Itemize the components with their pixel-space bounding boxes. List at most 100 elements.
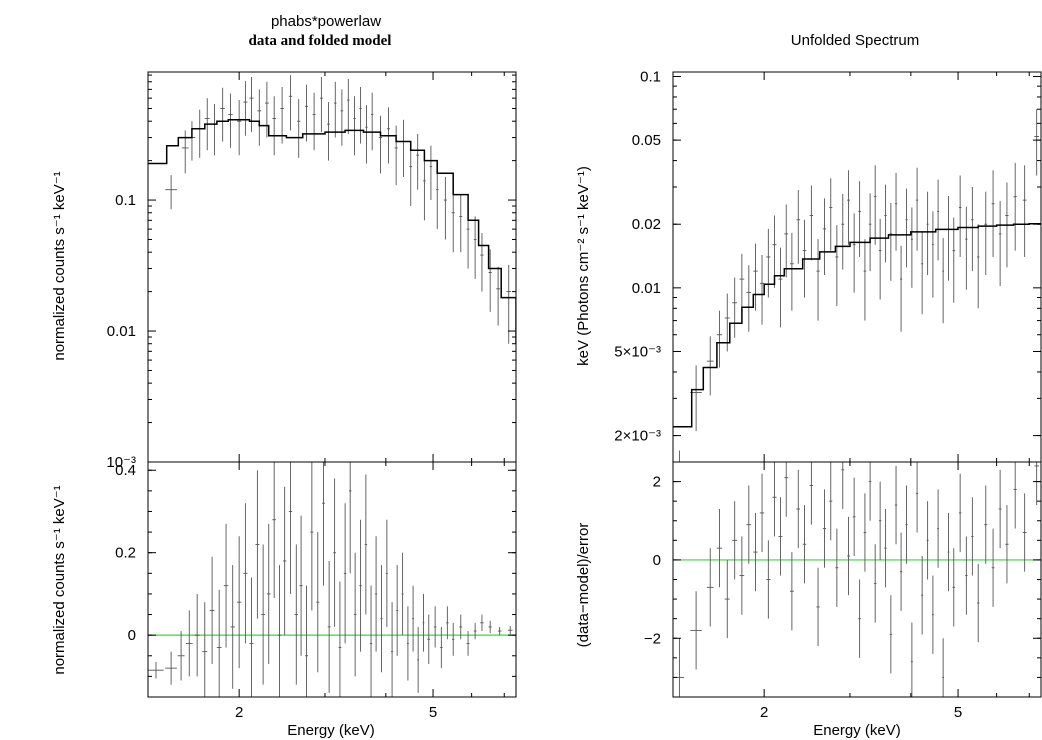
data-point [429, 145, 433, 201]
data-point [316, 532, 320, 673]
data-point [272, 96, 276, 156]
data-point [507, 626, 513, 635]
data-point [873, 165, 877, 245]
data-point [327, 102, 330, 161]
data-point [343, 503, 347, 644]
data-point [197, 109, 203, 158]
data-point [359, 519, 362, 652]
data-point [822, 198, 827, 276]
plot-area [673, 462, 1041, 697]
data-point [1034, 462, 1039, 506]
data-point [257, 89, 262, 146]
data-point [1005, 505, 1009, 584]
data-point [480, 614, 484, 632]
data-point [706, 548, 714, 627]
axes-frame [147, 71, 517, 463]
data-point [237, 536, 242, 669]
right-bottom-ylabel: (data−model)/error [575, 523, 592, 648]
data-point [847, 170, 850, 245]
right-top-ylabel: keV (Photons cm⁻² s⁻¹ keV⁻¹) [575, 166, 592, 366]
data-point [931, 575, 934, 654]
data-point [294, 544, 298, 685]
data-point [422, 593, 425, 652]
data-point [746, 265, 752, 332]
y-tick-label: 0.01 [632, 280, 661, 297]
data-point [829, 178, 833, 251]
data-point [165, 175, 177, 210]
data-point [165, 651, 177, 685]
data-point [488, 620, 492, 634]
data-point [937, 489, 940, 568]
data-point [884, 509, 887, 588]
data-point [188, 121, 196, 161]
data-point [894, 172, 898, 251]
data-point [905, 485, 908, 564]
data-point [194, 593, 200, 677]
data-point [237, 100, 242, 156]
data-point [202, 602, 208, 697]
y-tick-label: 2×10⁻³ [614, 428, 661, 445]
data-point [440, 626, 443, 669]
data-point [423, 157, 426, 221]
data-point [984, 191, 988, 276]
data-point [690, 591, 702, 670]
left-bottom-ylabel: normalized counts s⁻¹ keV⁻¹ [51, 485, 68, 674]
y-tick-label: 0 [653, 552, 661, 569]
data-point [417, 626, 420, 693]
data-point [288, 75, 293, 131]
data-point [816, 239, 820, 321]
data-point [272, 462, 276, 599]
data-point [266, 523, 271, 665]
panel-unfolded-spectrum: 0.1 0.05 0.02 0.01 5×10⁻³ 2×10⁻³ [614, 68, 1042, 463]
data-point [868, 193, 872, 272]
left-xlabel: Energy (keV) [287, 722, 375, 739]
data-point [947, 195, 950, 281]
data-point [802, 505, 807, 584]
model-line [148, 119, 516, 344]
data-point [746, 485, 752, 564]
data-point [766, 540, 771, 619]
data-point [868, 462, 872, 521]
data-point [265, 81, 269, 138]
data-point [852, 213, 856, 293]
data-point [1013, 462, 1017, 529]
data-point [739, 253, 745, 315]
data-point [409, 143, 413, 207]
data-point [353, 552, 357, 677]
y-tick-label: 0.05 [632, 132, 661, 149]
y-tick-label: 0.02 [632, 216, 661, 233]
data-point [739, 536, 745, 615]
data-point [480, 233, 484, 292]
data-point [971, 497, 974, 576]
data-point [910, 207, 913, 288]
data-point [288, 462, 293, 594]
data-point [385, 519, 388, 627]
data-point [678, 450, 680, 462]
data-point [378, 115, 383, 174]
data-point [778, 497, 783, 576]
data-point [916, 462, 919, 533]
data-point [965, 536, 968, 615]
data-point [889, 595, 893, 674]
data-point [790, 552, 794, 631]
data-point [148, 661, 164, 679]
data-point [446, 606, 449, 640]
data-point [784, 204, 789, 278]
panel-folded-spectrum: 0.1 0.01 10⁻³ [106, 71, 517, 471]
data-point [416, 133, 420, 190]
data-point [243, 503, 248, 644]
data-point [435, 166, 439, 230]
data-point [340, 89, 344, 146]
data-point [374, 536, 378, 652]
plot-area [148, 462, 516, 697]
data-point [327, 560, 331, 693]
data-point [809, 462, 814, 525]
data-point [396, 565, 399, 656]
data-point [706, 336, 714, 396]
data-point [496, 266, 500, 326]
y-tick-label: 5×10⁻³ [614, 343, 661, 360]
data-point [255, 470, 260, 619]
data-point [873, 544, 877, 623]
data-point [921, 556, 924, 635]
data-point [991, 528, 995, 607]
